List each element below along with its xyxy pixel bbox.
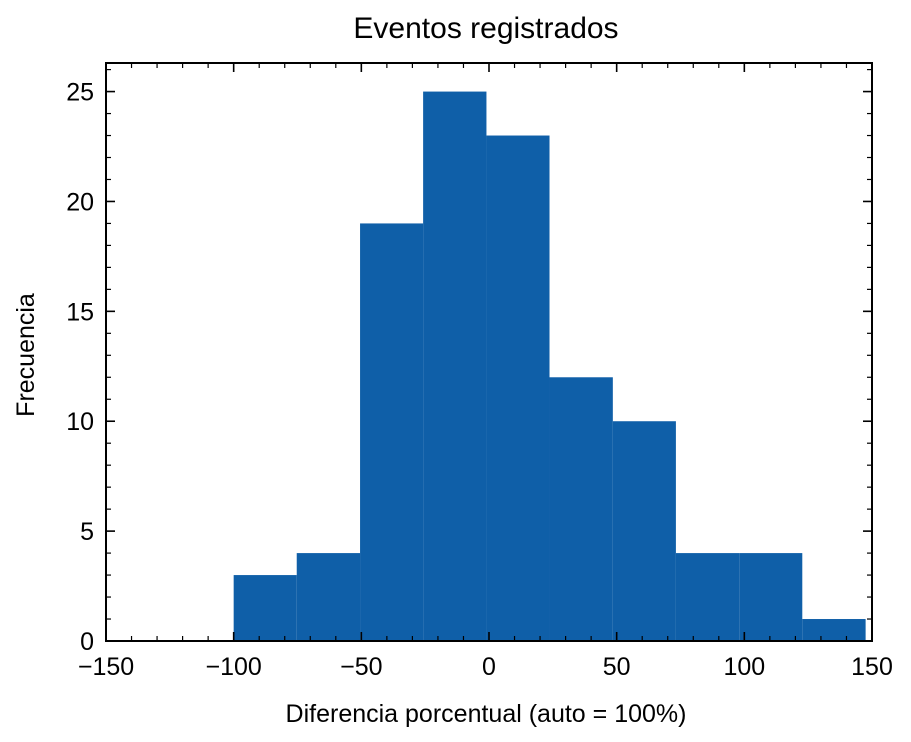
plot-frame	[105, 62, 873, 642]
y-tick-label: 0	[80, 628, 94, 656]
y-axis-label: Frecuencia	[12, 293, 40, 417]
histogram-bar	[486, 135, 550, 641]
histogram-bar	[549, 377, 613, 641]
x-tick-label: −100	[206, 653, 262, 681]
x-axis-label: Diferencia porcentual (auto = 100%)	[286, 700, 687, 728]
y-tick-label: 20	[66, 188, 94, 216]
x-tick-label: 150	[851, 653, 893, 681]
histogram-bar	[802, 619, 866, 641]
histogram-bar	[739, 553, 803, 641]
histogram-bar	[612, 421, 676, 641]
x-tick-label: 50	[603, 653, 631, 681]
x-tick-label: 0	[482, 653, 496, 681]
y-tick-label: 15	[66, 298, 94, 326]
x-tick-label: −50	[340, 653, 382, 681]
chart-title: Eventos registrados	[353, 12, 618, 45]
histogram-bars	[233, 91, 866, 642]
histogram-bar	[360, 223, 424, 641]
x-tick-label: 100	[723, 653, 765, 681]
tick-labels: −150 −100 −50 0 50 100 150 0 5 10 15 20 25	[66, 79, 893, 681]
y-tick-label: 10	[66, 408, 94, 436]
histogram-bar	[675, 553, 740, 641]
x-tick-label: −150	[78, 653, 134, 681]
y-tick-label: 25	[66, 79, 94, 107]
histogram-bar	[296, 553, 361, 641]
histogram-bar	[423, 91, 487, 642]
y-tick-label: 5	[80, 518, 94, 546]
histogram-bar	[233, 575, 297, 641]
